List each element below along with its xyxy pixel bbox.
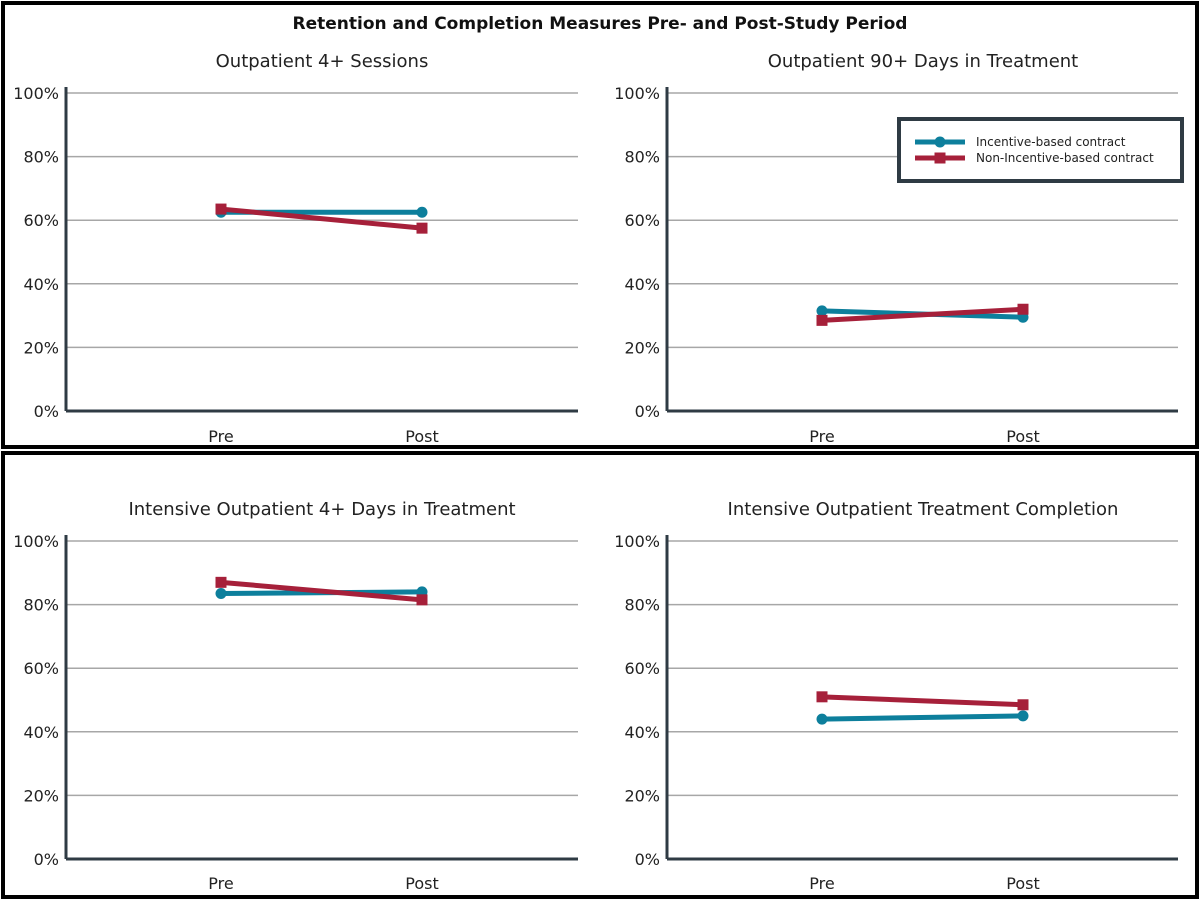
series-line-non-incentive <box>220 206 423 231</box>
chart-2: Outpatient 90+ Days in Treatment 0% 20% 40%… <box>614 51 1178 446</box>
chart-title: Intensive Outpatient 4+ Days in Treatmen… <box>128 499 515 520</box>
y-tick-label: 0% <box>635 850 660 869</box>
x-tick-label: Post <box>405 427 438 446</box>
top-panel-frame <box>1 1 1199 449</box>
figure-title: Retention and Completion Measures Pre- a… <box>293 14 908 34</box>
chart-title: Outpatient 4+ Sessions <box>216 51 429 72</box>
y-tick-label: 0% <box>34 402 59 421</box>
x-tick-label: Pre <box>809 427 834 446</box>
y-tick-label: 40% <box>23 275 59 294</box>
y-tick-label: 0% <box>34 850 59 869</box>
y-tick-label: 40% <box>624 723 660 742</box>
data-point-non-incentive <box>215 576 227 588</box>
y-tick-label: 100% <box>13 84 59 103</box>
x-tick-label: Post <box>1006 427 1039 446</box>
chart-title: Outpatient 90+ Days in Treatment <box>768 51 1078 72</box>
x-tick-label: Pre <box>809 874 834 893</box>
legend-marker-square <box>934 152 946 164</box>
data-point-incentive <box>1017 710 1029 722</box>
chart-4: Intensive Outpatient Treatment Completio… <box>614 499 1178 893</box>
series-line-incentive <box>821 713 1024 722</box>
chart-title: Intensive Outpatient Treatment Completio… <box>728 499 1119 520</box>
x-tick-label: Pre <box>208 874 233 893</box>
data-point-incentive <box>816 713 828 725</box>
data-point-incentive <box>816 305 828 317</box>
y-tick-label: 20% <box>23 786 59 805</box>
y-tick-label: 100% <box>614 532 660 551</box>
y-tick-label: 80% <box>624 148 660 167</box>
y-tick-label: 20% <box>624 338 660 357</box>
data-point-non-incentive <box>215 203 227 215</box>
data-point-non-incentive <box>1017 303 1029 315</box>
y-tick-label: 80% <box>624 596 660 615</box>
legend-label: Incentive-based contract <box>976 135 1126 149</box>
charts-container: Outpatient 4+ Sessions 0% 20% 40% 60% 80% 100%… <box>13 51 1178 893</box>
bottom-panel-frame <box>1 451 1199 899</box>
x-tick-label: Pre <box>208 427 233 446</box>
y-tick-label: 20% <box>624 786 660 805</box>
legend-box <box>897 117 1184 183</box>
y-tick-label: 80% <box>23 148 59 167</box>
chart-3: Intensive Outpatient 4+ Days in Treatmen… <box>13 499 578 893</box>
y-tick-label: 60% <box>624 659 660 678</box>
y-tick-label: 60% <box>624 211 660 230</box>
data-point-incentive <box>416 206 428 218</box>
legend: Incentive-based contract Non-Incentive-ba… <box>897 117 1184 183</box>
y-tick-label: 60% <box>23 211 59 230</box>
data-point-non-incentive <box>816 314 828 326</box>
y-tick-label: 60% <box>23 659 59 678</box>
y-tick-label: 40% <box>23 723 59 742</box>
series-line-non-incentive <box>821 694 1024 708</box>
data-point-non-incentive <box>416 222 428 234</box>
legend-label: Non-Incentive-based contract <box>976 151 1154 165</box>
legend-marker-circle <box>934 136 946 148</box>
data-point-non-incentive <box>816 691 828 703</box>
data-point-incentive <box>215 587 227 599</box>
series-line-non-incentive <box>821 306 1024 323</box>
data-point-non-incentive <box>1017 699 1029 711</box>
y-tick-label: 80% <box>23 596 59 615</box>
y-tick-label: 40% <box>624 275 660 294</box>
y-tick-label: 100% <box>614 84 660 103</box>
x-tick-label: Post <box>405 874 438 893</box>
chart-1: Outpatient 4+ Sessions 0% 20% 40% 60% 80% 100%… <box>13 51 578 446</box>
series-line-non-incentive <box>220 579 423 603</box>
x-tick-label: Post <box>1006 874 1039 893</box>
y-tick-label: 0% <box>635 402 660 421</box>
data-point-non-incentive <box>416 594 428 606</box>
y-tick-label: 100% <box>13 532 59 551</box>
y-tick-label: 20% <box>23 338 59 357</box>
